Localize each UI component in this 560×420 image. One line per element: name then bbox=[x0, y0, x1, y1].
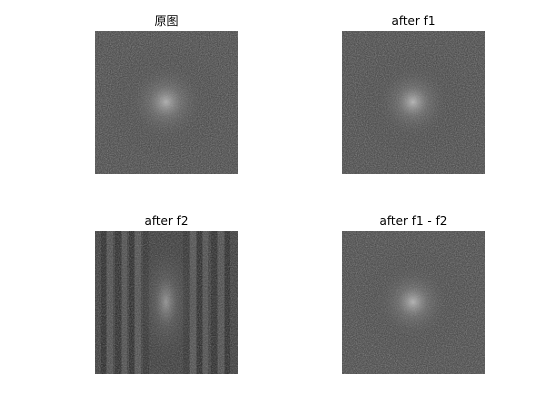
subplot-title-original: 原图 bbox=[154, 14, 179, 28]
subplot-title-after-f1-minus-f2: after f1 - f2 bbox=[379, 214, 448, 228]
spectrum-image-original bbox=[95, 31, 238, 174]
spectrum-image-after-f2 bbox=[95, 231, 238, 374]
spectrum-image-after-f1-minus-f2 bbox=[342, 231, 485, 374]
subplot-title-after-f2: after f2 bbox=[144, 214, 189, 228]
spectrum-image-after-f1 bbox=[342, 31, 485, 174]
subplot-title-after-f1: after f1 bbox=[391, 14, 436, 28]
